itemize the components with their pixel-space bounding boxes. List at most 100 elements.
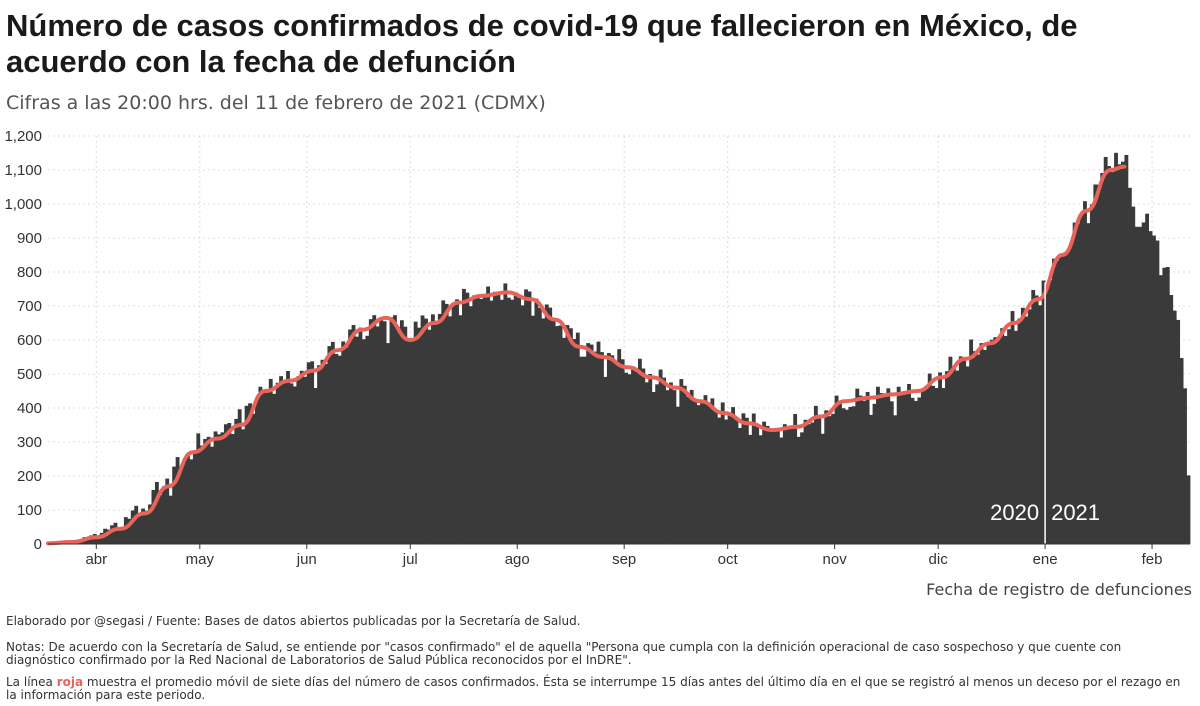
bar: [141, 508, 146, 544]
bar: [1103, 156, 1108, 544]
bar: [451, 302, 456, 544]
y-tick-label: 100: [17, 502, 42, 519]
bar: [834, 395, 839, 544]
bar: [907, 384, 911, 544]
bar: [548, 307, 553, 544]
bar: [913, 400, 918, 544]
x-axis-title: Fecha de registro de defunciones: [926, 580, 1192, 599]
bar: [555, 326, 560, 544]
bar: [306, 362, 311, 544]
bar: [989, 339, 994, 544]
bar: [568, 328, 573, 544]
y-tick-label: 1,200: [4, 128, 42, 145]
bar: [1162, 267, 1167, 544]
line-note-pre: La línea: [6, 675, 53, 689]
bar: [486, 286, 491, 544]
bar: [206, 436, 211, 544]
bar: [275, 382, 280, 544]
bar: [1169, 295, 1174, 544]
bar: [524, 289, 528, 544]
bar: [579, 356, 584, 544]
bar: [738, 427, 742, 544]
bar: [979, 343, 984, 544]
bar: [1114, 152, 1118, 544]
bar: [631, 366, 635, 544]
bar: [831, 413, 836, 544]
bar: [924, 386, 929, 544]
x-tick-label: nov: [823, 551, 848, 568]
x-tick-label: dic: [929, 551, 949, 568]
bar: [1055, 260, 1060, 544]
bar: [700, 401, 704, 544]
bar: [686, 396, 691, 544]
x-tick-label: oct: [718, 551, 739, 568]
bar: [1093, 184, 1098, 545]
bar: [669, 382, 673, 544]
bar: [96, 538, 101, 544]
bar: [396, 326, 401, 544]
bar: [1145, 213, 1149, 544]
bar: [472, 295, 477, 544]
bar: [1069, 243, 1074, 544]
bar: [106, 529, 111, 544]
bar: [803, 419, 808, 544]
bar: [927, 373, 932, 544]
bar: [537, 307, 542, 544]
bar: [289, 383, 294, 544]
bar: [365, 335, 370, 544]
bar: [430, 314, 435, 544]
bar: [1000, 328, 1005, 544]
chart-subtitle: Cifras a las 20:00 hrs. del 11 de febrer…: [6, 92, 546, 114]
year-label-2020: 2020: [990, 500, 1039, 525]
bar: [951, 368, 956, 544]
bar: [889, 401, 894, 544]
bar: [1010, 311, 1015, 544]
bar: [393, 315, 397, 544]
bar: [479, 298, 484, 544]
bar: [165, 478, 170, 544]
bar: [879, 392, 884, 544]
bar: [120, 528, 125, 544]
bar: [420, 315, 425, 544]
bar: [386, 343, 390, 544]
bar: [717, 417, 722, 544]
bar: [644, 382, 649, 544]
bar: [179, 468, 183, 544]
bar: [1186, 475, 1191, 544]
bar: [310, 361, 315, 544]
bar: [192, 453, 197, 544]
bar: [399, 320, 404, 544]
bar: [634, 371, 639, 544]
bar: [134, 505, 139, 544]
bar: [948, 356, 953, 544]
bar: [1031, 289, 1036, 544]
bar: [513, 292, 518, 544]
bar: [182, 459, 187, 544]
bar: [844, 409, 849, 544]
bar: [807, 424, 811, 544]
x-tick-label: may: [186, 551, 215, 568]
bar: [562, 337, 566, 544]
bar: [655, 384, 660, 544]
bar: [217, 434, 221, 544]
bar: [713, 410, 718, 544]
bar: [417, 327, 422, 544]
bar: [862, 400, 867, 544]
bar: [1158, 275, 1163, 544]
bar: [172, 466, 177, 544]
bar: [627, 374, 632, 544]
bar: [982, 349, 987, 544]
bar: [876, 386, 880, 544]
bar: [292, 386, 297, 544]
bar: [503, 283, 508, 544]
bar: [882, 396, 887, 544]
bar: [1058, 253, 1063, 544]
bar: [199, 445, 204, 544]
bar: [1172, 310, 1177, 544]
bar: [375, 326, 380, 544]
bar: [855, 388, 860, 544]
bar: [458, 315, 463, 544]
bar: [675, 406, 680, 544]
bar: [303, 376, 308, 544]
bar: [610, 355, 615, 544]
